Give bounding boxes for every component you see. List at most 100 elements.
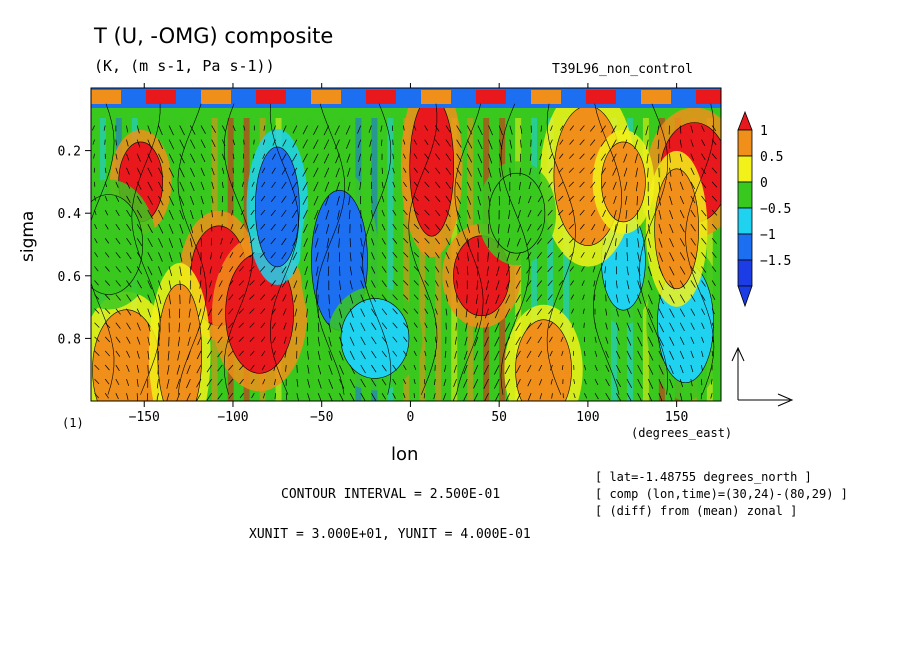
vector-arrow (516, 252, 521, 261)
vector-arrow (463, 378, 468, 388)
vector-arrow (506, 266, 511, 276)
vector-arrow (679, 308, 686, 317)
vector-arrow (360, 378, 366, 388)
vector-arrow (605, 322, 608, 330)
vector-arrow (593, 280, 596, 287)
vector-arrow (572, 336, 575, 342)
vector-arrow (483, 378, 489, 389)
vector-arrow (690, 379, 693, 387)
vector-arrow (147, 238, 153, 248)
vector-arrow (243, 139, 245, 145)
vector-arrow (349, 336, 355, 346)
vector-arrow (349, 308, 354, 318)
vector-arrow (647, 238, 651, 248)
vector-arrow (495, 294, 500, 305)
vector-arrow (306, 308, 308, 318)
vector-arrow (679, 153, 683, 162)
vector-arrow (371, 350, 377, 359)
vector-arrow (484, 393, 489, 401)
vector-arrow (339, 280, 341, 290)
vector-arrow (273, 364, 276, 371)
vector-arrow (392, 195, 396, 202)
vector-arrow (179, 125, 185, 136)
colorbar-label: −1 (760, 228, 776, 243)
vector-arrow (168, 280, 172, 291)
vector-arrow (208, 294, 213, 302)
vector-arrow (271, 294, 276, 301)
vector-arrow (579, 195, 585, 202)
vector-arrow (190, 195, 195, 206)
vector-arrow (158, 181, 164, 192)
vector-arrow (206, 350, 212, 359)
vector-arrow (701, 336, 705, 344)
vector-arrow (190, 266, 192, 276)
vector-arrow (207, 336, 212, 345)
vector-arrow (190, 181, 195, 192)
vector-arrow (679, 393, 683, 401)
vector-arrow (434, 252, 440, 259)
anomaly-core (157, 283, 203, 401)
vector-arrow (168, 125, 174, 136)
vector-arrow (434, 125, 440, 132)
vector-arrow (346, 139, 351, 149)
vector-arrow (307, 350, 309, 360)
vector-arrow (179, 209, 184, 220)
vector-arrow (559, 125, 564, 131)
vector-arrow (582, 294, 585, 300)
vector-arrow (679, 209, 685, 219)
top-band-cell (256, 90, 286, 104)
vector-arrow (272, 336, 276, 343)
vector-arrow (669, 308, 675, 318)
vector-arrow (168, 139, 175, 150)
vector-arrow (207, 322, 212, 331)
vector-arrow (579, 167, 585, 174)
vector-arrow (690, 125, 694, 133)
vector-arrow (260, 308, 266, 315)
vector-arrow (550, 125, 553, 132)
anomaly-core (340, 298, 410, 379)
vector-arrow (547, 223, 553, 230)
vector-arrow (537, 209, 543, 217)
anomaly-15 (148, 263, 211, 401)
vector-arrow (262, 139, 266, 145)
vector-arrow (380, 125, 383, 132)
vector-arrow (679, 266, 686, 275)
vector-arrow (488, 139, 493, 150)
vector-arrow (434, 139, 440, 146)
vector-arrow (475, 294, 479, 304)
axes: −150 −100 −50 0 50 100 150 0.2 0.4 0.6 0.8 (58, 83, 688, 425)
vector-arrow (136, 379, 139, 387)
vector-arrow (339, 322, 343, 333)
run-label: T39L96_non_control (552, 62, 693, 77)
vector-arrow (230, 238, 234, 244)
vector-arrow (392, 167, 395, 174)
vector-arrow (126, 252, 132, 260)
vector-arrow (147, 223, 153, 233)
vector-arrow (281, 181, 287, 189)
vector-arrow (328, 393, 333, 401)
vector-arrow (283, 322, 287, 330)
vector-arrow (317, 364, 322, 375)
vector-arrow (334, 139, 340, 150)
vector-arrow (158, 139, 164, 150)
vector-arrow (136, 322, 141, 331)
vector-arrow (328, 322, 332, 333)
vector-arrow (238, 280, 244, 286)
vector-arrow (600, 139, 606, 147)
vector-arrow (337, 209, 340, 220)
vector-arrow (136, 364, 140, 373)
vector-arrow (295, 322, 298, 331)
vector-arrow (488, 181, 492, 192)
vector-arrow (200, 153, 206, 163)
vector-arrow (158, 153, 164, 164)
vector-arrow (369, 153, 372, 161)
vector-arrow (424, 308, 429, 315)
vector-arrow (615, 392, 622, 401)
vector-arrow (558, 153, 564, 159)
vector-arrow (371, 280, 376, 288)
vector-arrow (626, 350, 632, 360)
vector-arrow (115, 378, 120, 386)
vector-arrow (104, 364, 110, 371)
vector-arrow (637, 252, 640, 262)
vector-arrow (579, 223, 585, 230)
